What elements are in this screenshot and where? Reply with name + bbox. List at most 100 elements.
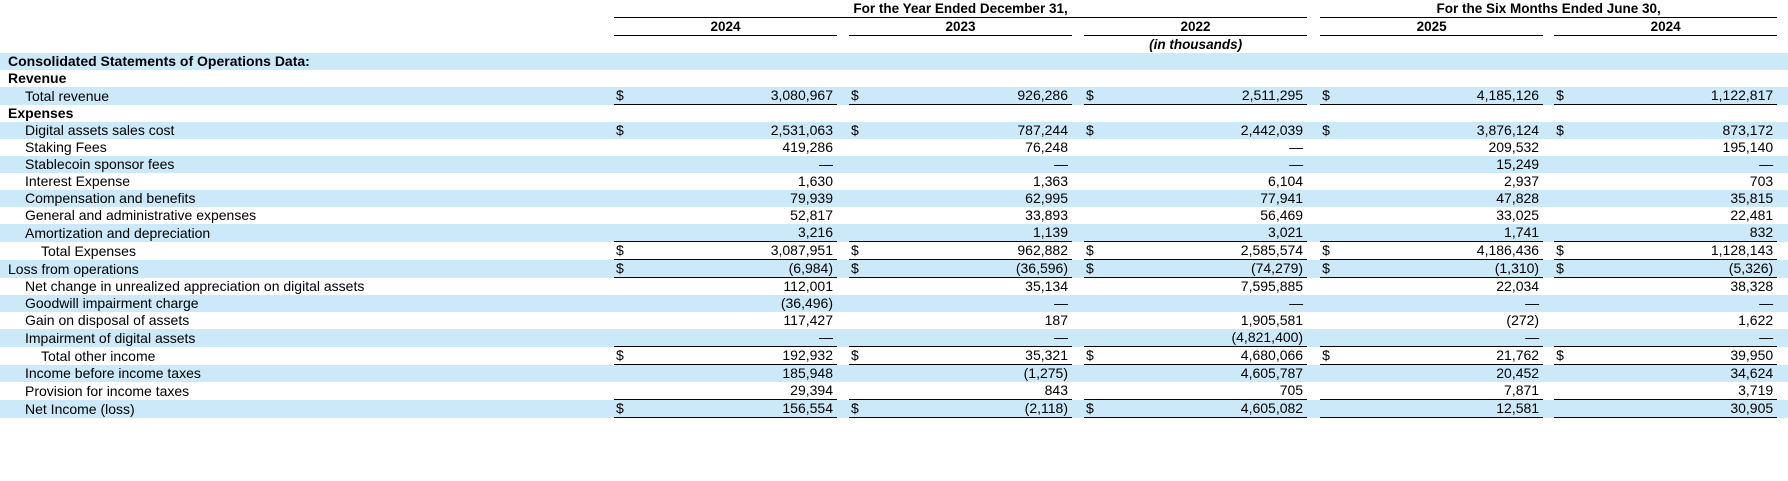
dollar-sign bbox=[614, 224, 632, 242]
header-spacer bbox=[0, 36, 614, 54]
dollar-sign: $ bbox=[849, 122, 867, 139]
dollar-sign bbox=[849, 295, 867, 312]
cell-value bbox=[632, 105, 837, 123]
dollar-sign: $ bbox=[1084, 346, 1102, 365]
operations-data-table: For the Year Ended December 31, For the … bbox=[0, 0, 1788, 418]
cell-value: 3,087,951 bbox=[632, 241, 837, 260]
cell-value: 185,948 bbox=[632, 364, 837, 382]
column-spacer bbox=[1307, 295, 1321, 312]
cell-value: — bbox=[1572, 329, 1778, 347]
cell-value: 3,080,967 bbox=[632, 87, 837, 105]
cell-value: 4,605,787 bbox=[1102, 364, 1308, 382]
cell-value bbox=[632, 53, 837, 70]
dollar-sign bbox=[614, 105, 632, 123]
row-tail bbox=[1777, 399, 1788, 418]
cell-value: — bbox=[1102, 295, 1308, 312]
column-spacer bbox=[1072, 53, 1084, 70]
dollar-sign: $ bbox=[1320, 87, 1339, 105]
cell-value: (74,279) bbox=[1102, 259, 1308, 278]
cell-value: — bbox=[1102, 156, 1308, 173]
dollar-sign bbox=[1554, 70, 1572, 87]
column-spacer bbox=[837, 329, 849, 347]
column-spacer bbox=[1543, 242, 1554, 260]
dollar-sign bbox=[1554, 295, 1573, 312]
row-tail bbox=[1777, 364, 1788, 382]
column-spacer bbox=[837, 399, 849, 418]
column-spacer bbox=[837, 156, 849, 173]
row-tail bbox=[1777, 156, 1788, 173]
dollar-sign bbox=[1554, 278, 1572, 296]
cell-value: 117,427 bbox=[783, 312, 833, 328]
cell-value: 47,828 bbox=[1338, 190, 1544, 207]
row-label: Consolidated Statements of Operations Da… bbox=[0, 53, 614, 70]
cell-value: 3,021 bbox=[1102, 224, 1308, 242]
cell-value: (5,326) bbox=[1572, 259, 1778, 278]
dollar-sign bbox=[849, 224, 867, 242]
column-spacer bbox=[1072, 18, 1084, 36]
column-spacer bbox=[1072, 87, 1084, 105]
cell-value: 35,815 bbox=[1572, 190, 1778, 207]
cell-value: — bbox=[1338, 295, 1544, 312]
dollar-sign bbox=[1084, 156, 1102, 173]
column-spacer bbox=[837, 364, 849, 382]
row-tail bbox=[1777, 207, 1788, 224]
cell-value: (2,118) bbox=[867, 399, 1072, 418]
row-label: Impairment of digital assets bbox=[0, 329, 614, 347]
cell-value: 12,581 bbox=[1338, 399, 1544, 418]
column-spacer bbox=[1307, 278, 1320, 296]
dollar-sign bbox=[1084, 53, 1102, 70]
column-spacer bbox=[1307, 190, 1321, 207]
row-label: Expenses bbox=[8, 105, 74, 121]
row-tail bbox=[1777, 382, 1788, 400]
dollar-sign bbox=[1084, 224, 1102, 242]
cell-value: 52,817 bbox=[790, 207, 833, 223]
column-spacer bbox=[1072, 295, 1084, 312]
dollar-sign bbox=[614, 207, 632, 224]
cell-value: 2,937 bbox=[1504, 173, 1540, 189]
cell-value bbox=[1338, 70, 1543, 87]
column-header-6m2024: 2024 bbox=[1554, 17, 1778, 36]
cell-value: — bbox=[632, 329, 837, 347]
row-label: Gain on disposal of assets bbox=[25, 312, 190, 328]
column-spacer bbox=[837, 382, 849, 400]
dollar-sign bbox=[849, 105, 867, 123]
cell-value: 33,893 bbox=[1025, 207, 1068, 223]
cell-value: 34,624 bbox=[1572, 364, 1778, 382]
dollar-sign bbox=[1320, 295, 1339, 312]
table-row: Revenue bbox=[0, 70, 1788, 87]
column-spacer bbox=[837, 295, 849, 312]
column-spacer bbox=[1072, 70, 1084, 87]
column-spacer bbox=[837, 224, 849, 242]
dollar-sign bbox=[849, 207, 867, 224]
dollar-sign bbox=[1084, 382, 1102, 400]
cell-value: 35,134 bbox=[1025, 278, 1068, 294]
column-header-6m2025: 2025 bbox=[1320, 17, 1544, 36]
row-tail bbox=[1777, 105, 1788, 123]
column-spacer bbox=[837, 347, 849, 365]
dollar-sign bbox=[614, 173, 632, 190]
dollar-sign bbox=[849, 70, 867, 87]
row-tail bbox=[1777, 224, 1788, 242]
column-spacer bbox=[1072, 259, 1084, 278]
row-label: Stablecoin sponsor fees bbox=[0, 156, 614, 173]
dollar-sign bbox=[849, 53, 867, 70]
dollar-sign: $ bbox=[1320, 346, 1339, 365]
column-spacer bbox=[837, 242, 849, 260]
cell-value: (1,275) bbox=[867, 364, 1072, 382]
cell-value: — bbox=[632, 156, 837, 173]
column-spacer bbox=[837, 278, 849, 296]
cell-value: (6,984) bbox=[632, 259, 837, 278]
column-spacer bbox=[1072, 207, 1084, 224]
column-spacer bbox=[1307, 70, 1320, 87]
cell-value: 1,363 bbox=[1032, 173, 1068, 189]
column-spacer bbox=[1307, 259, 1321, 278]
dollar-sign: $ bbox=[614, 122, 632, 139]
column-spacer bbox=[1307, 87, 1321, 105]
row-tail bbox=[1777, 122, 1788, 139]
cell-value: — bbox=[1572, 156, 1778, 173]
cell-value: 77,941 bbox=[1102, 190, 1308, 207]
column-spacer bbox=[837, 259, 849, 278]
dollar-sign bbox=[1554, 156, 1573, 173]
table-row: Digital assets sales cost $2,531,063 $787,… bbox=[0, 122, 1788, 139]
cell-value: 1,128,143 bbox=[1572, 241, 1778, 260]
